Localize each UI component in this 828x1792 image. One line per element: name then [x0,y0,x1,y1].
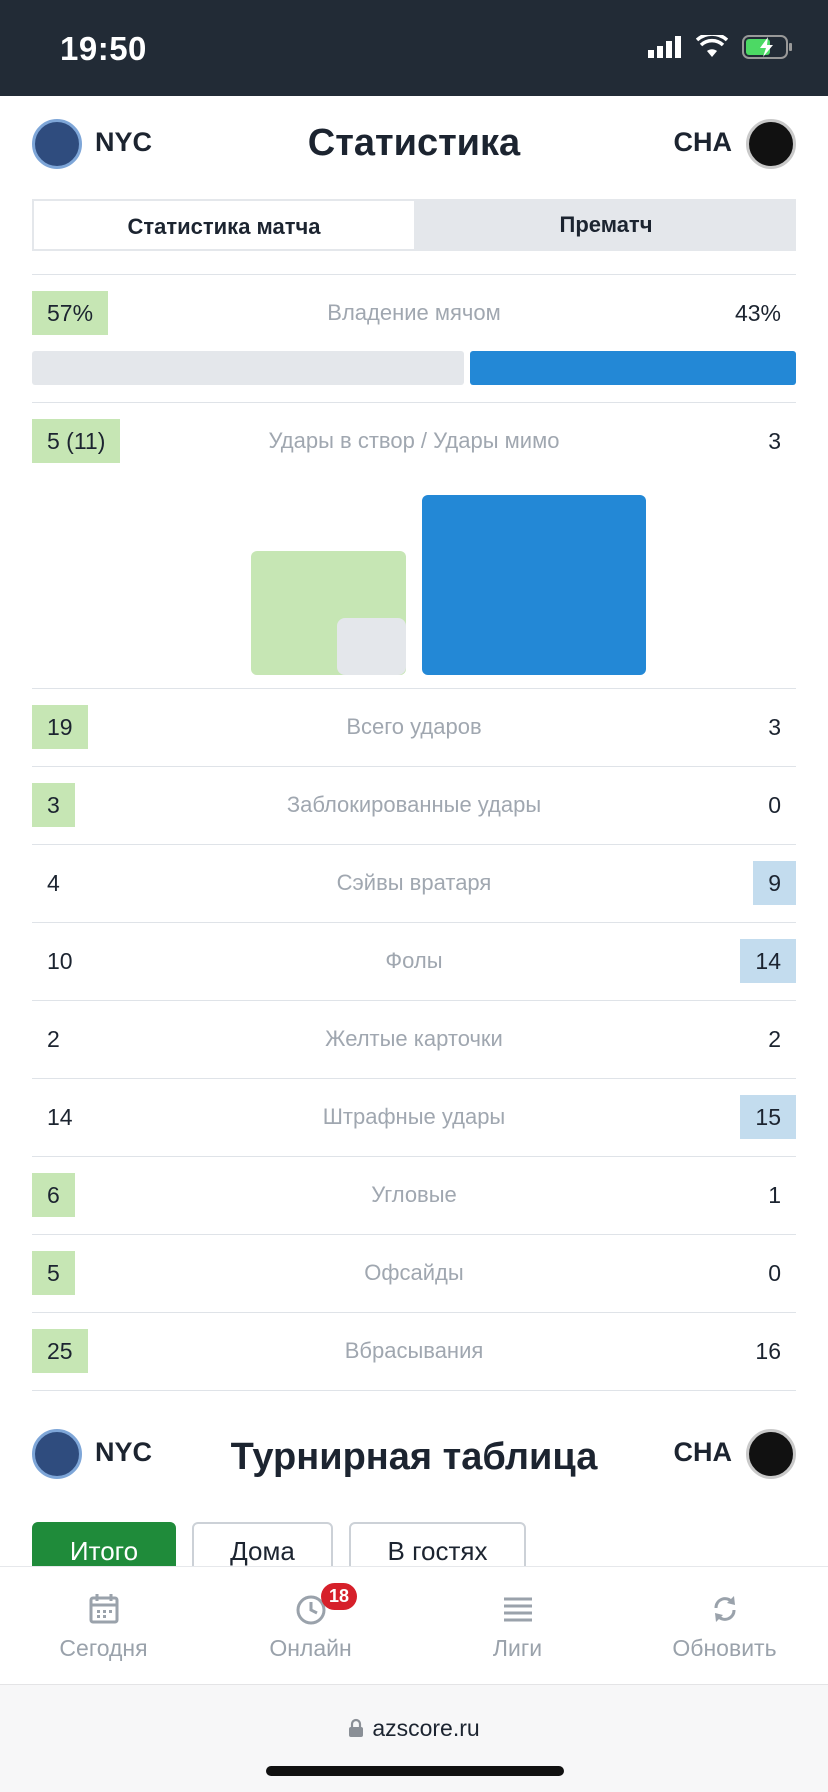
nav-refresh-label: Обновить [672,1635,777,1661]
stat-away-value: 16 [755,1338,781,1364]
lock-icon [349,1718,364,1737]
stat-row: 5 Офсайды 0 [32,1234,796,1312]
stat-row: 14 Штрафные удары 15 [32,1078,796,1156]
stat-home-value: 5 [32,1251,75,1295]
status-bar: 19:50 [0,0,828,96]
nav-today[interactable]: Сегодня [0,1567,207,1684]
shots-home: 5 (11) [32,419,121,463]
stat-label: Сэйвы вратаря [336,870,492,895]
possession-away: 43% [734,300,781,326]
battery-charging-icon [742,35,792,59]
stat-away-value: 3 [768,714,781,740]
cellular-signal-icon [648,36,681,58]
standings-header: NYC Турнирная таблица CHA [0,1404,828,1500]
possession-away-bar [470,351,796,385]
away-team-abbr: CHA [673,1437,733,1467]
stat-label: Штрафные удары [322,1104,506,1129]
clock-icon [296,1595,325,1625]
tab-prematch[interactable]: Прематч [559,212,653,237]
stats-tabs: Статистика матча Прематч [32,199,796,251]
nav-leagues-label: Лиги [492,1635,543,1661]
stat-away-value: 0 [768,792,781,818]
stat-away-value: 14 [740,939,796,983]
home-team-abbr: NYC [95,1437,153,1467]
calendar-icon [89,1594,118,1624]
possession-label: Владение мячом [327,300,501,325]
away-team-abbr: CHA [673,127,733,157]
stat-label: Офсайды [364,1260,464,1285]
stat-label: Фолы [385,948,443,973]
cha-logo-icon [746,1429,796,1479]
possession-home-bar [32,351,465,385]
stat-home-value: 6 [32,1173,75,1217]
stat-away-value: 1 [768,1182,781,1208]
list-icon [503,1597,532,1622]
stat-home-value: 2 [47,1026,60,1052]
nav-refresh[interactable]: Обновить [621,1567,828,1684]
stat-row: 4 Сэйвы вратаря 9 [32,844,796,922]
possession-home: 57% [32,291,109,335]
nav-online[interactable]: 18 Онлайн [207,1567,414,1684]
stats-header: NYC Статистика CHA [0,96,828,192]
stat-row: 2 Желтые карточки 2 [32,1000,796,1078]
online-count-badge: 18 [321,1583,358,1610]
nav-today-label: Сегодня [59,1635,148,1661]
stat-away-value: 2 [768,1026,781,1052]
stat-home-value: 25 [32,1329,88,1373]
home-shots-off-block [337,618,406,675]
nyc-logo-icon [32,119,82,169]
nav-online-label: Онлайн [269,1635,352,1661]
stat-away-value: 9 [753,861,796,905]
home-indicator[interactable] [266,1766,564,1776]
stat-home-value: 14 [47,1104,73,1130]
stat-label: Угловые [371,1182,457,1207]
stat-row: 25 Вбрасывания 16 [32,1312,796,1390]
standings-title: Турнирная таблица [230,1436,598,1478]
stat-away-value: 0 [768,1260,781,1286]
home-team-abbr: NYC [95,127,153,157]
stat-row: 3 Заблокированные удары 0 [32,766,796,844]
nav-leagues[interactable]: Лиги [414,1567,621,1684]
stats-divider [32,1390,796,1391]
stat-row: 6 Угловые 1 [32,1156,796,1234]
tab-match-stats[interactable]: Статистика матча [32,199,416,251]
shots-label: Удары в створ / Удары мимо [268,428,560,453]
shots-on-off-row: 5 (11) Удары в створ / Удары мимо 3 [32,402,796,688]
browser-url-bar[interactable]: azscore.ru [0,1684,828,1792]
possession-row: 57% Владение мячом 43% [32,274,796,402]
shots-away: 3 [768,428,781,454]
stat-label: Вбрасывания [344,1338,484,1363]
stat-home-value: 10 [47,948,73,974]
bottom-nav: Сегодня 18 Онлайн Лиги Обновить [0,1566,828,1684]
stat-label: Заблокированные удары [286,792,542,817]
stats-title: Статистика [307,122,521,164]
nyc-logo-icon [32,1429,82,1479]
stat-away-value: 15 [740,1095,796,1139]
stat-home-value: 3 [32,783,75,827]
stat-home-value: 19 [32,705,88,749]
wifi-icon [696,35,728,57]
away-shots-block [422,495,646,675]
url-display[interactable]: azscore.ru [0,1715,828,1742]
cha-logo-icon [746,119,796,169]
stat-label: Всего ударов [346,714,482,739]
status-time: 19:50 [60,30,147,67]
stat-row: 10 Фолы 14 [32,922,796,1000]
stat-label: Желтые карточки [325,1026,503,1051]
stat-row: 19 Всего ударов 3 [32,688,796,766]
stat-home-value: 4 [47,870,60,896]
url-text: azscore.ru [372,1715,480,1741]
stats-page: NYC Статистика CHA Статистика матча Прем… [0,96,828,1479]
refresh-icon [714,1596,735,1622]
